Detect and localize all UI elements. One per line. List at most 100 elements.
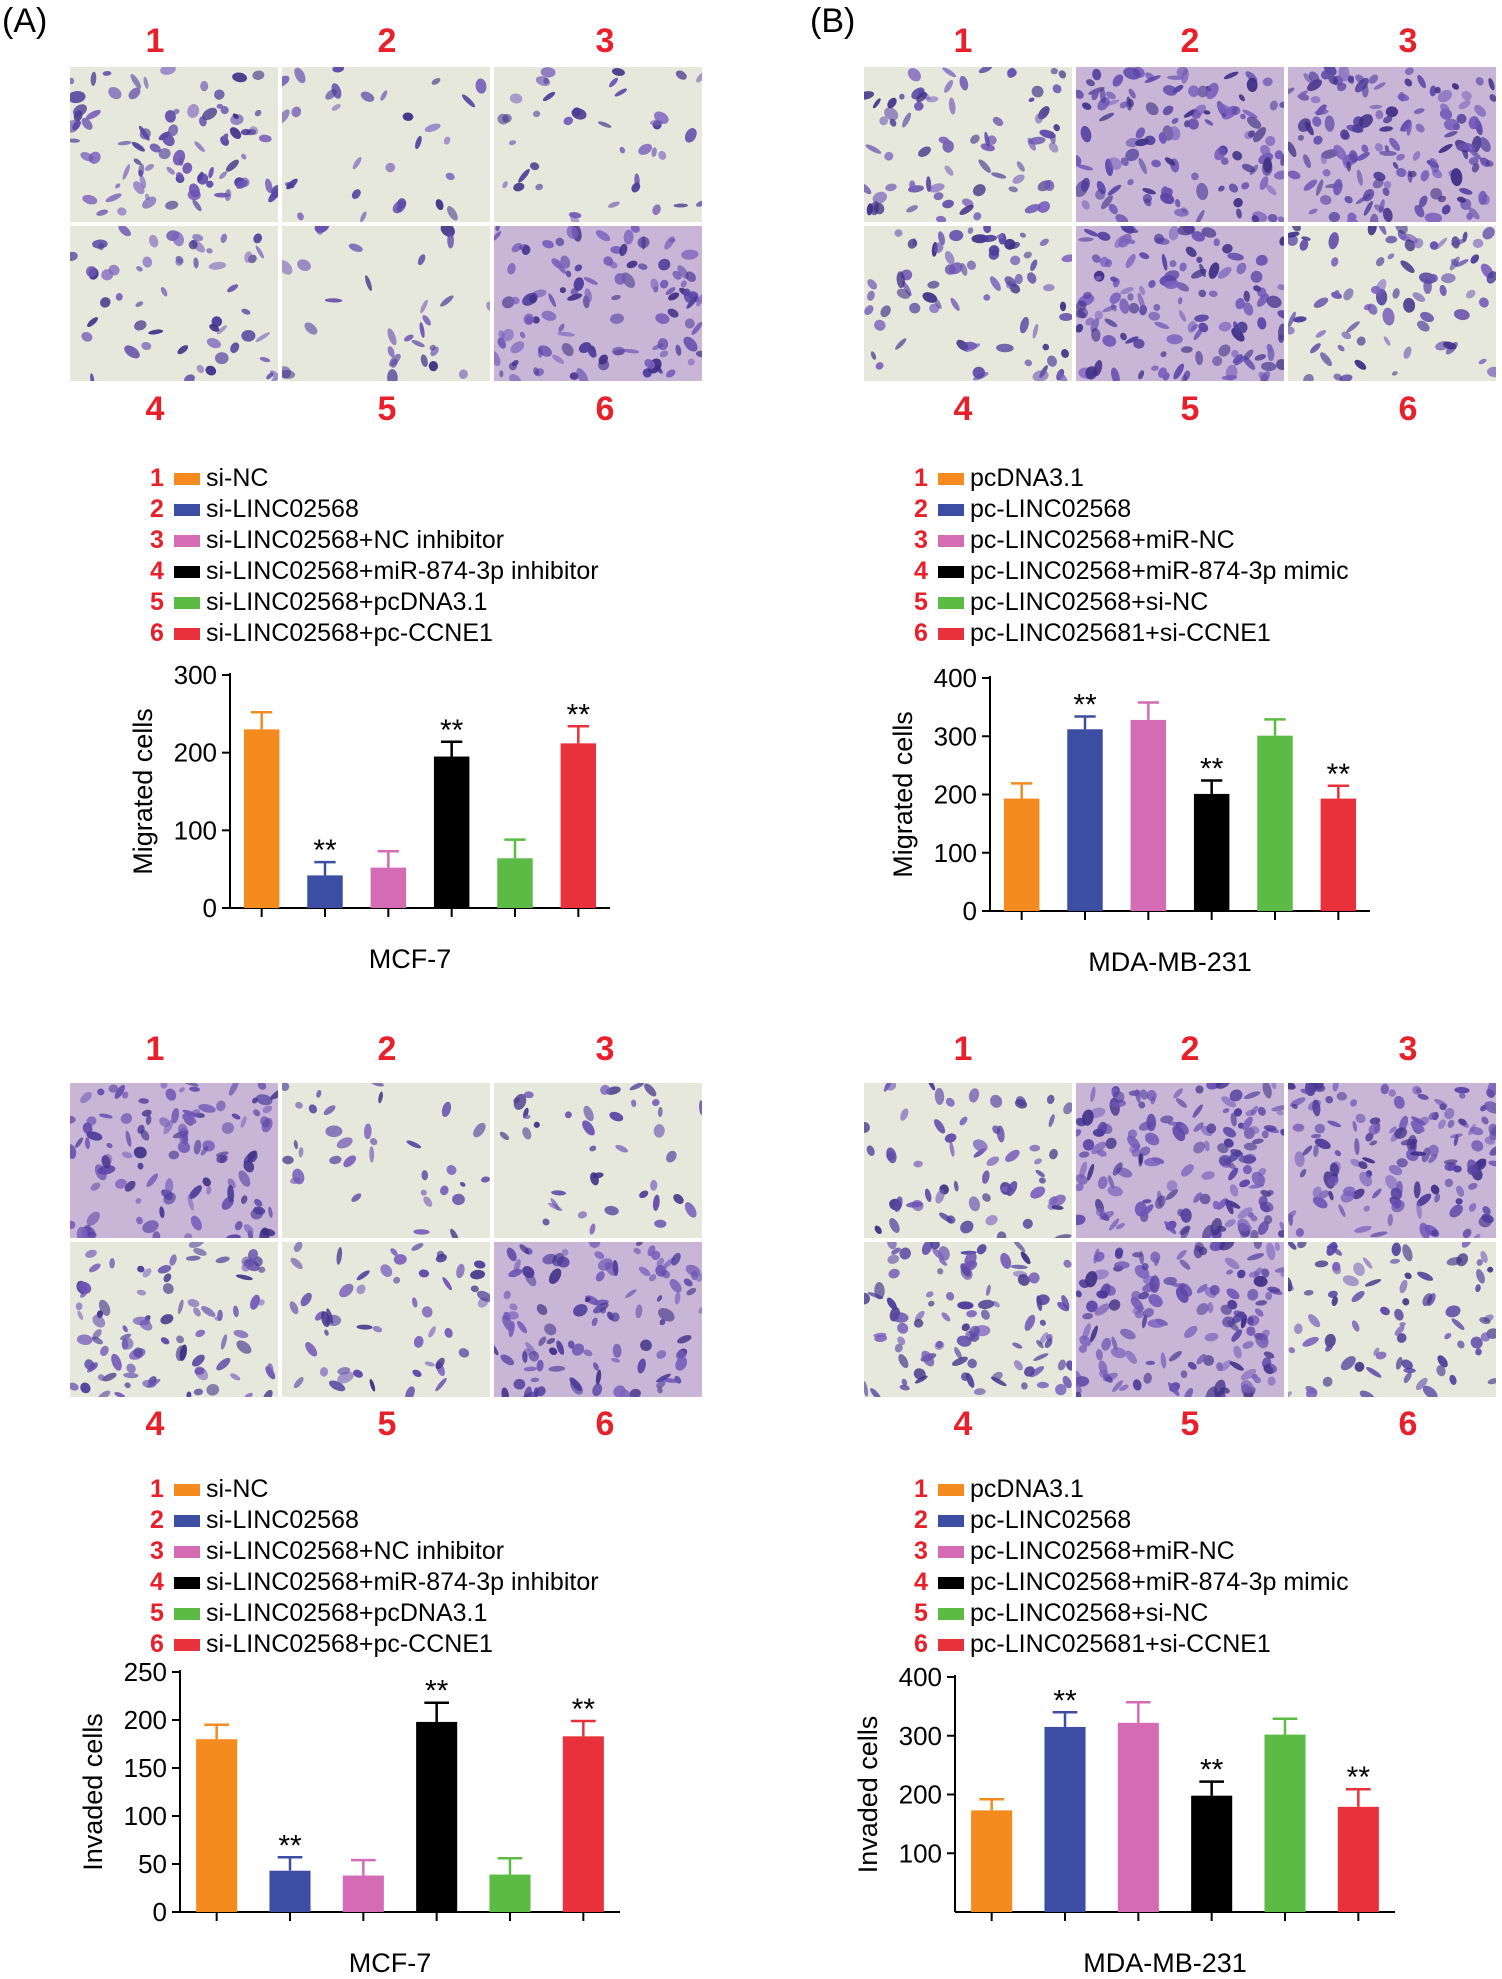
bar-2: [307, 875, 343, 908]
y-tick-label: 200: [174, 738, 217, 768]
image-label-3: 3: [1398, 22, 1418, 60]
bar-6: [562, 1736, 604, 1912]
significance-marker: **: [1053, 1684, 1077, 1717]
micrograph-texture: [494, 67, 702, 222]
legend-label: si-NC: [206, 464, 269, 492]
significance-marker: **: [1327, 758, 1351, 791]
legend-entry: 4 si-LINC02568+miR-874-3p inhibitor: [150, 556, 599, 587]
legend-entry: 6 pc-LINC025681+si-CCNE1: [914, 1629, 1349, 1660]
image-label-2: 2: [377, 22, 397, 60]
legend-number: 4: [914, 557, 928, 585]
image-label-3: 3: [595, 1030, 615, 1068]
micrograph-image: [282, 1242, 490, 1397]
legend-entry: 5 pc-LINC02568+si-NC: [914, 587, 1349, 618]
micrograph-image: [1288, 67, 1496, 222]
legend-label: pc-LINC02568: [970, 1506, 1132, 1534]
bar-6: [1320, 798, 1357, 911]
legend-a-invasion: 1 si-NC 2 si-LINC02568 3 si-LINC02568+NC inhi…: [150, 1474, 599, 1660]
image-label-6: 6: [595, 390, 615, 428]
legend-label: si-LINC02568+pcDNA3.1: [206, 588, 488, 616]
legend-number: 5: [150, 1599, 164, 1627]
legend-swatch: [938, 503, 964, 516]
bar-5: [489, 1874, 531, 1912]
legend-number: 6: [150, 1630, 164, 1658]
micrograph-texture: [1076, 1083, 1284, 1238]
image-label-5: 5: [1180, 1405, 1200, 1443]
micrograph-image: [70, 1083, 278, 1238]
legend-entry: 1 pcDNA3.1: [914, 463, 1349, 494]
significance-marker: **: [572, 1693, 596, 1726]
legend-b-migration: 1 pcDNA3.1 2 pc-LINC02568 3 pc-LINC02568+miR-…: [914, 463, 1349, 649]
micrograph-texture: [1288, 67, 1496, 222]
legend-label: pc-LINC02568+si-NC: [970, 588, 1209, 616]
image-label-5: 5: [377, 1405, 397, 1443]
legend-entry: 2 si-LINC02568: [150, 494, 599, 525]
bar-4: [433, 756, 470, 908]
legend-entry: 4 pc-LINC02568+miR-874-3p mimic: [914, 556, 1349, 587]
legend-number: 2: [150, 495, 164, 523]
legend-entry: 6 pc-LINC025681+si-CCNE1: [914, 618, 1349, 649]
legend-swatch: [938, 534, 964, 547]
legend-swatch: [938, 1638, 964, 1651]
y-tick-label: 0: [203, 893, 217, 923]
bar-chart-b-migrated: 0 100 200 300 400 Migrated cells ** ** ** MDA-MB-…: [888, 663, 1370, 977]
image-label-6: 6: [1398, 390, 1418, 428]
legend-entry: 4 pc-LINC02568+miR-874-3p mimic: [914, 1567, 1349, 1598]
legend-swatch: [938, 1607, 964, 1620]
legend-swatch: [938, 1483, 964, 1496]
micrograph-image: [1288, 1242, 1496, 1397]
legend-swatch: [938, 1576, 964, 1589]
legend-number: 1: [150, 464, 164, 492]
y-tick-label: 400: [934, 663, 977, 693]
micrograph-texture: [864, 1242, 1072, 1397]
micrograph-texture: [70, 1242, 278, 1397]
x-axis-label: MCF-7: [349, 1948, 432, 1978]
legend-label: pc-LINC025681+si-CCNE1: [970, 619, 1271, 647]
y-tick-label: 100: [124, 1801, 167, 1831]
legend-label: si-LINC02568+miR-874-3p inhibitor: [206, 557, 599, 585]
micrograph-image: [1076, 226, 1284, 381]
micrograph-texture: [1076, 67, 1284, 222]
image-label-2: 2: [1180, 22, 1200, 60]
y-tick-label: 250: [124, 1657, 167, 1687]
significance-marker: **: [1200, 1754, 1224, 1787]
legend-entry: 5 si-LINC02568+pcDNA3.1: [150, 1598, 599, 1629]
bar-1: [196, 1739, 238, 1912]
legend-swatch: [174, 1638, 200, 1651]
legend-label: pc-LINC02568+miR-874-3p mimic: [970, 557, 1349, 585]
legend-swatch: [174, 534, 200, 547]
micrograph-texture: [70, 67, 278, 222]
bar-chart-b-invaded: 100 200 300 400 Invaded cells ** ** ** MDA-MB-23…: [853, 1662, 1395, 1978]
bar-6: [560, 743, 597, 908]
legend-label: pc-LINC025681+si-CCNE1: [970, 1630, 1271, 1658]
legend-number: 1: [150, 1475, 164, 1503]
bar-2: [269, 1870, 311, 1912]
y-tick-label: 200: [899, 1780, 942, 1810]
legend-swatch: [174, 596, 200, 609]
image-label-3: 3: [595, 22, 615, 60]
micrograph-texture: [282, 226, 490, 381]
legend-number: 5: [914, 588, 928, 616]
micrograph-image: [282, 226, 490, 381]
micrograph-image: [1076, 67, 1284, 222]
legend-number: 5: [914, 1599, 928, 1627]
micrograph-texture: [494, 1083, 702, 1238]
legend-number: 6: [150, 619, 164, 647]
image-label-1: 1: [145, 22, 165, 60]
micrograph-texture: [864, 67, 1072, 222]
legend-swatch: [174, 503, 200, 516]
micrograph-image: [864, 226, 1072, 381]
significance-marker: **: [440, 714, 464, 747]
legend-label: si-LINC02568+miR-874-3p inhibitor: [206, 1568, 599, 1596]
micrograph-texture: [1288, 1083, 1496, 1238]
image-label-4: 4: [953, 1405, 973, 1443]
image-label-2: 2: [1180, 1030, 1200, 1068]
bar-chart-a-invaded: 0 50 100 150 200 250 Invaded cells ** ** ** MCF-7: [78, 1657, 620, 1978]
image-label-1: 1: [953, 22, 973, 60]
bar-1: [971, 1810, 1013, 1912]
legend-swatch: [174, 565, 200, 578]
legend-entry: 6 si-LINC02568+pc-CCNE1: [150, 618, 599, 649]
significance-marker: **: [278, 1829, 302, 1862]
y-tick-label: 300: [934, 721, 977, 751]
micrograph-image: [494, 67, 702, 222]
